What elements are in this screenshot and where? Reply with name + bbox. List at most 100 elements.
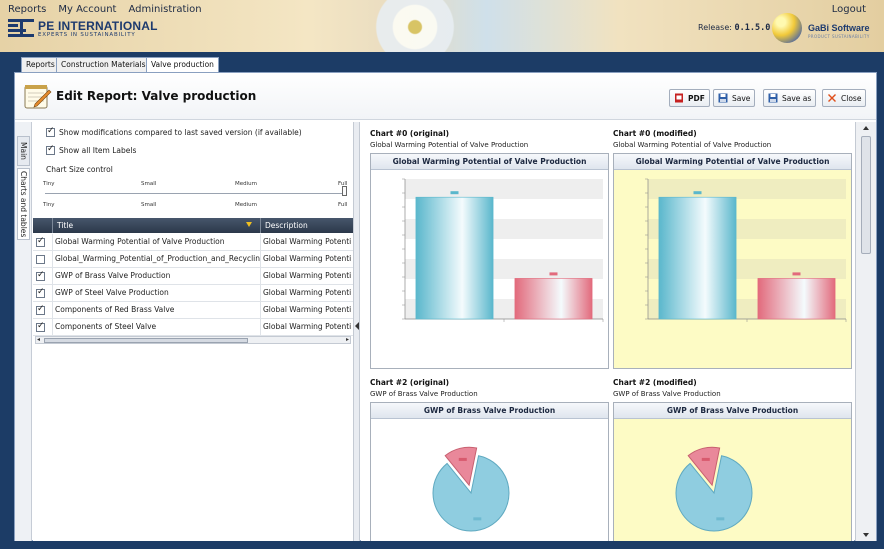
header-description[interactable]: Description — [265, 221, 308, 230]
row-checkbox[interactable] — [36, 304, 45, 315]
tab-reports[interactable]: Reports — [21, 57, 60, 72]
table-row[interactable]: GWP of Brass Valve Production Global War… — [33, 268, 353, 285]
show-labels-checkbox[interactable] — [46, 144, 55, 155]
tab-valve-production[interactable]: Valve production — [146, 57, 219, 72]
data-label-1 — [792, 272, 801, 276]
pe-logo-subtitle: EXPERTS IN SUSTAINABILITY — [38, 31, 136, 38]
table-row[interactable]: Global Warming Potential of Valve Produc… — [33, 234, 353, 251]
nav-my-account[interactable]: My Account — [58, 4, 117, 15]
chart-size-slider-top[interactable]: Tiny Small Medium Full — [41, 181, 349, 197]
release-info: Release: 0.1.5.0 — [698, 23, 770, 33]
header-title[interactable]: Title — [53, 218, 261, 233]
scroll-right-icon[interactable]: ▸ — [345, 336, 349, 343]
slider-label-small: Small — [141, 181, 157, 187]
save-as-button[interactable]: Save as — [763, 89, 817, 107]
nav-administration[interactable]: Administration — [128, 4, 202, 15]
chart0-modified-subtitle: Global Warming Potential of Valve Produc… — [613, 141, 772, 149]
slider-thumb[interactable] — [342, 186, 347, 196]
pe-logo-icon — [8, 19, 34, 39]
chart2-original-title: GWP of Brass Valve Production — [371, 403, 608, 419]
preview-vertical-scrollbar[interactable] — [855, 122, 876, 541]
bar-1 — [757, 278, 836, 320]
pie-slice-0 — [675, 455, 753, 532]
row-title: GWP of Brass Valve Production — [53, 268, 261, 284]
vertical-scrollbar-thumb[interactable] — [861, 136, 871, 254]
bar-1 — [514, 278, 593, 320]
chart2-original-box: GWP of Brass Valve Production — [370, 402, 609, 541]
row-checkbox[interactable] — [36, 254, 45, 264]
chart2-modified-plot — [675, 446, 753, 532]
tab-strip — [0, 52, 884, 72]
slider-label-full: Full — [338, 181, 348, 187]
chart2-modified-subtitle: GWP of Brass Valve Production — [613, 390, 721, 398]
filter-icon[interactable] — [246, 222, 252, 227]
row-title: GWP of Steel Valve Production — [53, 285, 261, 301]
row-checkbox[interactable] — [36, 287, 45, 298]
scroll-down-icon[interactable] — [863, 533, 869, 537]
pie-slice-0 — [432, 455, 510, 532]
data-label-1 — [549, 272, 558, 276]
save-button-label: Save — [732, 93, 751, 103]
pdf-button-label: PDF — [688, 93, 705, 103]
logout-link[interactable]: Logout — [831, 4, 866, 15]
close-button[interactable]: Close — [822, 89, 867, 107]
tab-construction-materials[interactable]: Construction Materials — [56, 57, 151, 72]
table-row[interactable]: Global_Warming_Potential_of_Production_a… — [33, 251, 353, 268]
collapse-left-icon[interactable] — [355, 322, 359, 330]
bar-0 — [415, 196, 494, 320]
row-checkbox[interactable] — [36, 236, 45, 247]
scroll-left-icon[interactable]: ◂ — [37, 336, 41, 343]
chart0-modified-heading: Chart #0 (modified) — [613, 129, 697, 138]
chart2-modified-title: GWP of Brass Valve Production — [614, 403, 851, 419]
pie-data-label-1 — [458, 457, 467, 461]
chart2-original-subtitle: GWP of Brass Valve Production — [370, 390, 478, 398]
close-button-label: Close — [841, 93, 862, 103]
show-labels-option[interactable]: Show all Item Labels — [46, 144, 137, 155]
pie-slice-1 — [687, 446, 721, 487]
chart-size-control-label: Chart Size control — [46, 165, 113, 174]
app-header: Reports My Account Administration Logout… — [0, 0, 884, 72]
row-checkbox[interactable] — [36, 321, 45, 332]
table-row[interactable]: Components of Steel Valve Global Warming… — [33, 319, 353, 336]
table-horizontal-scrollbar[interactable]: ◂ ▸ — [35, 336, 351, 344]
scrollbar-thumb[interactable] — [44, 338, 248, 343]
save-as-button-label: Save as — [782, 93, 812, 103]
sidetab-charts-and-tables[interactable]: Charts and tables — [17, 168, 30, 240]
chart0-original-title: Global Warming Potential of Valve Produc… — [371, 154, 608, 170]
header-select-column — [33, 218, 53, 233]
charts-options-panel: Show modifications compared to last save… — [33, 122, 353, 541]
row-checkbox[interactable] — [36, 270, 45, 281]
sidetab-main[interactable]: Main — [17, 136, 30, 166]
panel-splitter[interactable] — [353, 122, 360, 541]
nav-reports[interactable]: Reports — [8, 4, 47, 15]
save-as-icon — [768, 93, 778, 103]
slider-label-tiny: Tiny — [43, 181, 55, 187]
data-label-0 — [693, 191, 702, 195]
pe-logo-title: PE INTERNATIONAL — [38, 18, 158, 33]
slider-label-small-2: Small — [141, 202, 157, 208]
pdf-icon — [675, 93, 683, 103]
bar-0 — [658, 196, 737, 320]
slider-label-medium-2: Medium — [235, 202, 257, 208]
show-modifications-option[interactable]: Show modifications compared to last save… — [46, 126, 302, 137]
gabi-logo-icon — [772, 13, 802, 43]
scroll-up-icon[interactable] — [863, 126, 869, 130]
chart0-original-subtitle: Global Warming Potential of Valve Produc… — [370, 141, 529, 149]
pie-data-label-0 — [473, 517, 482, 521]
show-modifications-checkbox[interactable] — [46, 126, 55, 137]
row-description: Global Warming Potenti — [263, 322, 352, 331]
row-description: Global Warming Potenti — [263, 305, 352, 314]
show-labels-label: Show all Item Labels — [59, 146, 137, 155]
table-header: Title Description — [33, 218, 353, 233]
table-row[interactable]: GWP of Steel Valve Production Global War… — [33, 285, 353, 302]
table-row[interactable]: Components of Red Brass Valve Global War… — [33, 302, 353, 319]
chart0-modified-title: Global Warming Potential of Valve Produc… — [614, 154, 851, 170]
chart-preview-panel: Chart #0 (original) Global Warming Poten… — [361, 122, 854, 541]
save-button[interactable]: Save — [713, 89, 756, 107]
pdf-button[interactable]: PDF — [669, 89, 710, 107]
release-version: 0.1.5.0 — [734, 23, 771, 33]
row-description: Global Warming Potenti — [263, 237, 352, 246]
slider-track — [45, 193, 345, 194]
gabi-logo-subtitle: PRODUCT SUSTAINABILITY — [808, 34, 870, 39]
report-editor-window: Edit Report: Valve production PDF Save S… — [14, 72, 877, 541]
